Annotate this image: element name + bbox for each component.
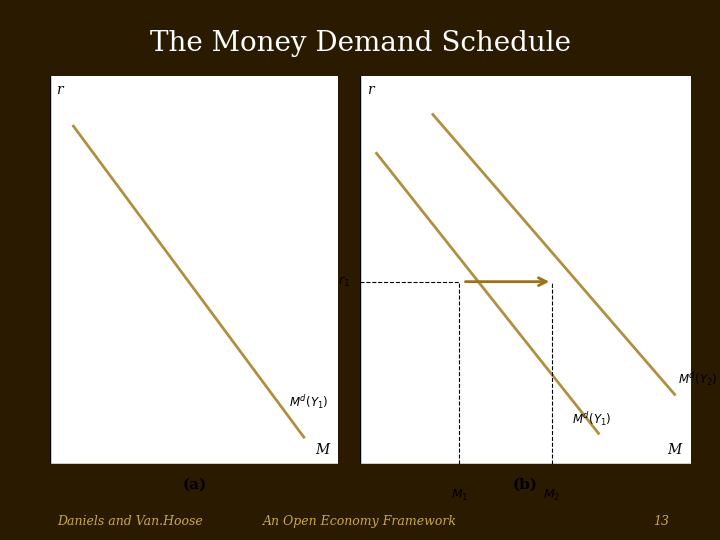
Text: $M_1$: $M_1$ xyxy=(451,488,468,503)
Text: $M^d(Y_1)$: $M^d(Y_1)$ xyxy=(572,410,611,428)
Text: M: M xyxy=(667,443,681,457)
Text: (a): (a) xyxy=(182,478,207,492)
Text: M: M xyxy=(315,443,330,457)
Text: $M^d(Y_1)$: $M^d(Y_1)$ xyxy=(289,393,329,411)
Text: r: r xyxy=(56,83,63,97)
Text: 13: 13 xyxy=(654,515,670,528)
Text: $r_1$: $r_1$ xyxy=(338,275,350,289)
Text: The Money Demand Schedule: The Money Demand Schedule xyxy=(150,30,570,57)
Text: An Open Economy Framework: An Open Economy Framework xyxy=(263,515,457,528)
Text: $M_2$: $M_2$ xyxy=(544,488,561,503)
Text: Daniels and Van.Hoose: Daniels and Van.Hoose xyxy=(58,515,203,528)
Text: $M^d(Y_2)$: $M^d(Y_2)$ xyxy=(678,370,717,388)
Text: r: r xyxy=(366,83,373,97)
Text: (b): (b) xyxy=(513,478,538,492)
